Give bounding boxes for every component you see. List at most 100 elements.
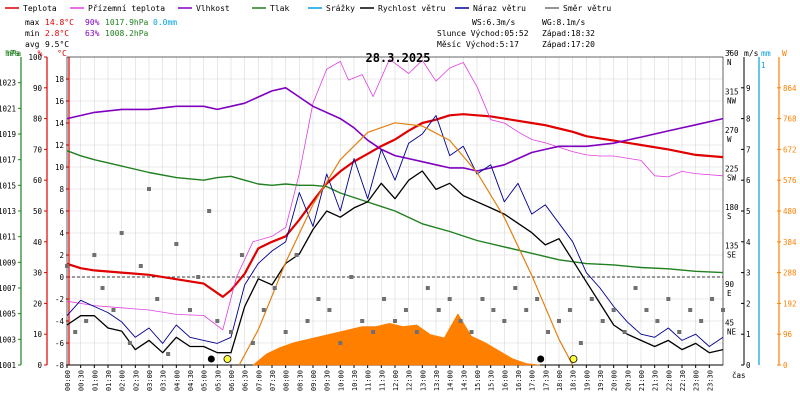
wind-direction-point-4 — [100, 286, 105, 290]
pressure-tick-label-3: 1007 — [0, 284, 16, 293]
pressure-tick-label-7: 1015 — [0, 181, 16, 190]
time-tick-label-44: 22:00 — [665, 370, 673, 391]
time-tick-label-23: 11:30 — [378, 370, 386, 391]
solar-tick-label-9: 864 — [783, 84, 797, 93]
temperature-tick-label-13: 18 — [55, 75, 65, 84]
direction-tick-label-6: 315 — [725, 88, 739, 97]
wind-direction-point-51 — [600, 319, 605, 323]
pressure-tick-label-2: 1005 — [0, 310, 16, 319]
time-tick-label-43: 21:30 — [652, 370, 660, 391]
wind-direction-point-34 — [414, 330, 419, 334]
legend-label-1: Přízemní teplota — [88, 4, 165, 13]
wind-direction-point-47 — [557, 319, 561, 323]
legend-label-0: Teplota — [23, 4, 57, 13]
series-solar-area — [252, 313, 540, 366]
wind-ws: WS:6.3m/s — [472, 18, 516, 27]
humidity-tick-label-1: 10 — [33, 330, 43, 339]
direction-tick-dir-3: S — [727, 212, 732, 221]
wind-direction-point-2 — [84, 319, 89, 323]
time-tick-label-8: 04:00 — [173, 370, 181, 391]
solar-tick-label-0: 0 — [783, 361, 788, 370]
wind-direction-point-19 — [250, 341, 255, 345]
solar-axis-unit: W — [782, 49, 787, 58]
time-tick-label-29: 14:30 — [460, 370, 468, 391]
time-tick-label-32: 16:00 — [501, 370, 509, 391]
wind-direction-point-3 — [92, 253, 97, 257]
time-tick-label-10: 05:00 — [201, 370, 209, 391]
stats-max-temp: 14.8°C — [45, 18, 74, 27]
wind-direction-point-16 — [215, 319, 220, 323]
wind-direction-point-37 — [447, 297, 452, 301]
wind-direction-point-9 — [147, 187, 151, 191]
time-tick-label-15: 07:30 — [269, 370, 277, 391]
humidity-tick-label-3: 30 — [33, 269, 43, 278]
legend-label-4: Srážky — [326, 4, 355, 13]
stats-avg-temp: 9.5°C — [45, 40, 69, 49]
wind-direction-point-22 — [283, 330, 288, 334]
time-tick-label-42: 21:00 — [638, 370, 646, 391]
time-tick-label-28: 14:00 — [447, 370, 455, 391]
direction-tick-dir-6: NW — [727, 97, 737, 106]
wind-direction-point-33 — [403, 308, 408, 312]
pressure-tick-label-6: 1013 — [0, 207, 16, 216]
wind-direction-point-11 — [166, 352, 171, 356]
temperature-tick-label-10: 12 — [55, 141, 64, 150]
wind-direction-point-24 — [305, 319, 310, 323]
time-tick-label-14: 07:00 — [255, 370, 263, 391]
time-tick-label-36: 18:00 — [556, 370, 564, 391]
sunrise-marker — [223, 355, 232, 363]
wind-direction-point-0 — [65, 264, 69, 268]
stats-min-temp: 2.8°C — [45, 29, 69, 38]
solar-tick-label-2: 192 — [783, 299, 797, 308]
stats-max-press: 1017.9hPa — [105, 18, 149, 27]
wind-direction-point-14 — [196, 275, 201, 279]
wind-direction-point-23 — [294, 253, 299, 257]
wind-direction-point-12 — [174, 242, 179, 246]
moon-rise: Měsíc Východ:5:17 — [437, 40, 519, 49]
time-tick-label-37: 18:30 — [570, 370, 578, 391]
time-tick-label-18: 09:00 — [310, 370, 318, 391]
pressure-tick-label-1: 1003 — [0, 335, 16, 344]
time-tick-label-41: 20:30 — [624, 370, 632, 391]
wind-direction-point-50 — [589, 297, 594, 301]
direction-tick-dir-2: SE — [727, 251, 737, 260]
wind-direction-point-35 — [425, 286, 430, 290]
wind-direction-point-18 — [239, 253, 244, 257]
time-axis-label: čas — [732, 371, 746, 380]
wind-speed-tick-label-0: 0 — [746, 361, 751, 370]
wind-direction-point-36 — [436, 308, 441, 312]
time-tick-label-9: 04:30 — [187, 370, 195, 391]
moonrise-marker — [207, 355, 215, 363]
time-tick-label-0: 00:00 — [64, 370, 72, 391]
solar-tick-label-8: 768 — [783, 115, 797, 124]
wind-direction-point-41 — [491, 308, 496, 312]
wind-direction-point-40 — [480, 297, 485, 301]
temperature-tick-label-11: 14 — [55, 119, 65, 128]
wind-direction-point-17 — [229, 330, 233, 334]
temperature-tick-label-2: -4 — [55, 317, 65, 326]
time-tick-label-39: 19:30 — [597, 370, 605, 391]
stats-panel: max 14.8°C 90% 1017.9hPa 0.0mm min 2.8°C… — [25, 18, 595, 49]
stats-max-label: max — [25, 18, 40, 27]
direction-tick-label-0: 45 — [725, 319, 734, 328]
direction-tick-dir-0: NE — [727, 328, 737, 337]
temperature-tick-label-8: 8 — [59, 185, 64, 194]
time-tick-label-12: 06:00 — [228, 370, 236, 391]
hpa-unit-label: hPa — [5, 49, 20, 58]
direction-tick-label-1: 90 — [725, 280, 735, 289]
time-tick-label-33: 16:30 — [515, 370, 523, 391]
wind-speed-tick-label-9: 9 — [746, 84, 751, 93]
wind-direction-point-7 — [127, 341, 132, 345]
direction-tick-dir-5: W — [727, 135, 732, 144]
wind-direction-point-54 — [633, 286, 638, 290]
solar-tick-label-3: 288 — [783, 269, 797, 278]
wind-direction-point-28 — [349, 275, 354, 279]
time-tick-label-6: 03:00 — [146, 370, 154, 391]
wind-direction-point-62 — [721, 308, 725, 312]
chart-title: 28.3.2025 — [365, 51, 430, 65]
legend-label-6: Náraz větru — [473, 4, 526, 13]
wind-direction-point-46 — [546, 330, 551, 334]
wind-direction-point-43 — [513, 286, 518, 290]
temperature-axis-unit: °C — [57, 49, 67, 58]
